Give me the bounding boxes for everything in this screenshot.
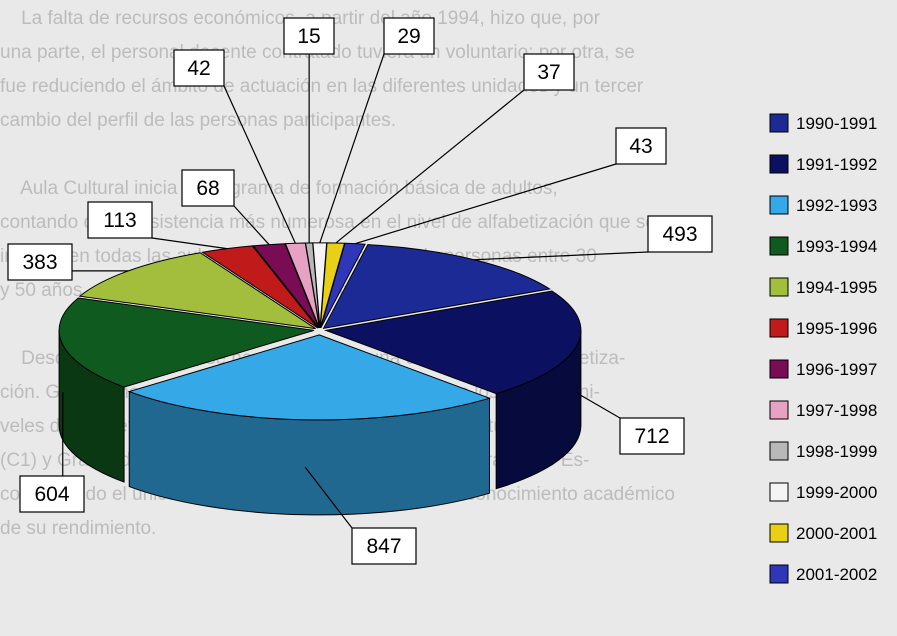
legend-label-2000-2001: 2000-2001: [796, 524, 877, 543]
data-label-1991-1992: 712: [634, 425, 669, 448]
callout-line-1995-1996: [151, 237, 228, 250]
callout-box-1996-1997: [181, 169, 235, 207]
data-label-1995-1996: 113: [103, 209, 136, 232]
legend-label-1996-1997: 1996-1997: [796, 360, 877, 379]
data-label-1994-1995: 383: [22, 251, 57, 274]
callout-line-1990-1991: [474, 251, 649, 261]
callout-line-1997-1998: [223, 85, 296, 244]
data-label-1999-2000: 29: [397, 25, 420, 48]
legend-label-1999-2000: 1999-2000: [796, 483, 877, 502]
legend-label-1994-1995: 1994-1995: [796, 278, 877, 297]
callout-box-1995-1996: [87, 201, 153, 239]
callout-box-2000-2001: [523, 53, 575, 91]
legend-swatch-1997-1998: [769, 400, 789, 420]
legend-label-1998-1999: 1998-1999: [796, 442, 877, 461]
data-label-1996-1997: 68: [196, 177, 219, 200]
legend: 1990-1991 1991-1992 1992-1993 1993-1994 1994…: [769, 113, 877, 584]
legend-swatch-1994-1995: [769, 277, 789, 297]
callout-box-1997-1998: [173, 49, 225, 87]
background-text-line: de su rendimiento.: [0, 518, 157, 539]
data-label-2000-2001: 37: [537, 61, 560, 84]
data-label-1992-1993: 847: [366, 535, 401, 558]
callout-line-2000-2001: [335, 89, 525, 244]
data-label-1997-1998: 42: [187, 57, 210, 80]
legend-swatch-1995-1996: [769, 318, 789, 338]
callout-box-2001-2002: [615, 127, 667, 165]
pie-slice-1991-1992: [323, 290, 582, 395]
pie-slice-1993-1994: [58, 297, 315, 388]
legend-swatch-1999-2000: [769, 482, 789, 502]
legend-label-1993-1994: 1993-1994: [796, 237, 877, 256]
legend-swatch-1992-1993: [769, 195, 789, 215]
pie-slice-1995-1996: [201, 245, 319, 329]
callout-line-1999-2000: [319, 53, 385, 244]
callout-line-1996-1997: [233, 205, 270, 245]
background-text-line: cambio del perfil de las personas partic…: [0, 110, 397, 131]
legend-label-1991-1992: 1991-1992: [796, 155, 877, 174]
legend-label-1997-1998: 1997-1998: [796, 401, 877, 420]
callout-line-1992-1993: [304, 466, 353, 529]
callout-box-1999-2000: [383, 17, 435, 55]
legend-label-1992-1993: 1992-1993: [796, 196, 877, 215]
callout-box-1998-1999: [283, 17, 335, 55]
data-label-2001-2002: 43: [629, 135, 652, 158]
data-label-1990-1991: 493: [662, 223, 697, 246]
legend-label-2001-2002: 2001-2002: [796, 565, 877, 584]
callout-box-1994-1995: [7, 243, 73, 281]
legend-swatch-1990-1991: [769, 113, 789, 133]
pie-slice-1996-1997: [252, 243, 320, 329]
legend-label-1995-1996: 1995-1996: [796, 319, 877, 338]
callout-line-2001-2002: [354, 163, 617, 245]
background-text-line: contando con la asistencia más numerosa …: [0, 212, 656, 233]
callout-box-1990-1991: [647, 215, 713, 253]
data-label-1998-1999: 15: [297, 25, 320, 48]
legend-swatch-1996-1997: [769, 359, 789, 379]
callout-box-1993-1994: [19, 475, 85, 513]
legend-swatch-2001-2002: [769, 564, 789, 584]
legend-swatch-1998-1999: [769, 441, 789, 461]
pie-layer: [58, 242, 582, 516]
callout-line-1991-1992: [576, 392, 621, 419]
callout-layer: 493 712 847 604 383 113 68 42 15 29 37 43: [7, 17, 713, 565]
legend-swatch-1993-1994: [769, 236, 789, 256]
legend-swatch-2000-2001: [769, 523, 789, 543]
legend-swatch-1991-1992: [769, 154, 789, 174]
data-label-1993-1994: 604: [34, 483, 69, 506]
callout-box-1992-1993: [351, 527, 417, 565]
legend-label-1990-1991: 1990-1991: [796, 114, 877, 133]
pie-slice-1992-1993: [127, 334, 492, 421]
callout-box-1991-1992: [619, 417, 685, 455]
